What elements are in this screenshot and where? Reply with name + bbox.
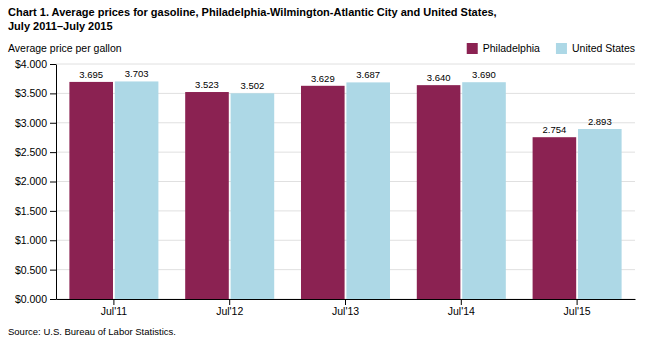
- y-axis-line: [56, 65, 57, 300]
- legend-label: United States: [572, 42, 635, 54]
- bar: [115, 81, 159, 299]
- y-tick-label: $3.500: [15, 87, 47, 99]
- legend-label: Philadelphia: [483, 42, 540, 54]
- y-tick: $1.000: [15, 234, 56, 246]
- data-label: 3.629: [311, 73, 335, 84]
- x-tick-label: Jul'15: [564, 305, 591, 317]
- bar: [462, 82, 506, 299]
- y-tick-label: $0.500: [15, 263, 47, 275]
- y-tick: $0.000: [15, 293, 56, 305]
- x-tick-mark: [229, 299, 230, 305]
- y-axis-title: Average price per gallon: [8, 42, 122, 54]
- legend: Philadelphia United States: [467, 42, 635, 54]
- chart: Chart 1. Average prices for gasoline, Ph…: [0, 0, 649, 341]
- bar: [346, 82, 390, 299]
- subtitle: July 2011–July 2015: [8, 20, 113, 32]
- y-tick-label: $4.000: [15, 58, 47, 70]
- x-tick-mark: [345, 299, 346, 305]
- y-tick: $2.500: [15, 146, 56, 158]
- data-label: 3.695: [79, 69, 103, 80]
- y-tick-label: $3.000: [15, 117, 47, 129]
- y-tick-mark: [50, 211, 56, 212]
- grid: [56, 64, 635, 299]
- x-tick: Jul'14: [448, 299, 475, 317]
- legend-item: Philadelphia: [467, 42, 540, 54]
- grid-line: [56, 64, 635, 65]
- x-axis: Jul'11 Jul'12 Jul'13 Jul'14 Jul'15: [57, 299, 636, 317]
- y-tick-label: $1.500: [15, 205, 47, 217]
- data-label: 2.754: [543, 124, 567, 135]
- data-label: 3.690: [472, 69, 496, 80]
- x-tick: Jul'12: [216, 299, 243, 317]
- y-tick: $1.500: [15, 205, 56, 217]
- y-tick: $3.000: [15, 117, 56, 129]
- bar: [69, 82, 113, 299]
- y-tick-mark: [50, 93, 56, 94]
- legend-swatch: [467, 43, 478, 54]
- data-labels: 3.695 3.523 3.629 3.640 2.754 3.703 3.502 3.687…: [79, 68, 611, 135]
- bar: [533, 137, 577, 299]
- x-tick: Jul'11: [101, 299, 127, 317]
- bars: [69, 81, 621, 299]
- x-tick-label: Jul'11: [101, 305, 127, 317]
- y-tick: $2.000: [15, 175, 56, 187]
- x-tick-label: Jul'13: [332, 305, 359, 317]
- data-label: 3.640: [427, 72, 451, 83]
- legend-item: United States: [556, 42, 635, 54]
- y-tick-mark: [50, 64, 56, 65]
- y-tick-mark: [50, 299, 56, 300]
- y-tick: $3.500: [15, 87, 56, 99]
- data-label: 3.687: [356, 69, 380, 80]
- bar: [301, 86, 345, 299]
- y-tick-mark: [50, 240, 56, 241]
- x-tick-label: Jul'12: [216, 305, 243, 317]
- x-tick-mark: [577, 299, 578, 305]
- y-axis: $0.000 $0.500 $1.000 $1.500 $2.000 $2.500 $3.0…: [15, 58, 57, 305]
- data-label: 3.523: [195, 79, 219, 90]
- x-tick-mark: [461, 299, 462, 305]
- data-label: 3.703: [125, 68, 149, 79]
- x-tick-mark: [113, 299, 114, 305]
- annotation: Source: U.S. Bureau of Labor Statistics.: [8, 326, 176, 337]
- title: Chart 1. Average prices for gasoline, Ph…: [8, 6, 497, 18]
- x-tick: Jul'15: [564, 299, 591, 317]
- y-tick-label: $2.000: [15, 175, 47, 187]
- y-tick-mark: [50, 123, 56, 124]
- y-tick-label: $2.500: [15, 146, 47, 158]
- bar: [185, 92, 229, 299]
- plot: $0.000 $0.500 $1.000 $1.500 $2.000 $2.500 $3.0…: [15, 58, 636, 318]
- legend-swatch: [556, 43, 567, 54]
- data-label: 2.893: [588, 116, 612, 127]
- y-tick: $0.500: [15, 263, 56, 275]
- bar: [578, 129, 622, 299]
- bar: [417, 85, 461, 299]
- y-tick-mark: [50, 182, 56, 183]
- y-tick-label: $0.000: [15, 293, 47, 305]
- y-tick-mark: [50, 152, 56, 153]
- data-label: 3.502: [241, 80, 265, 91]
- y-tick: $4.000: [15, 58, 56, 70]
- x-tick-label: Jul'14: [448, 305, 475, 317]
- y-tick-mark: [50, 270, 56, 271]
- bar: [231, 93, 275, 299]
- x-tick: Jul'13: [332, 299, 359, 317]
- y-tick-label: $1.000: [15, 234, 47, 246]
